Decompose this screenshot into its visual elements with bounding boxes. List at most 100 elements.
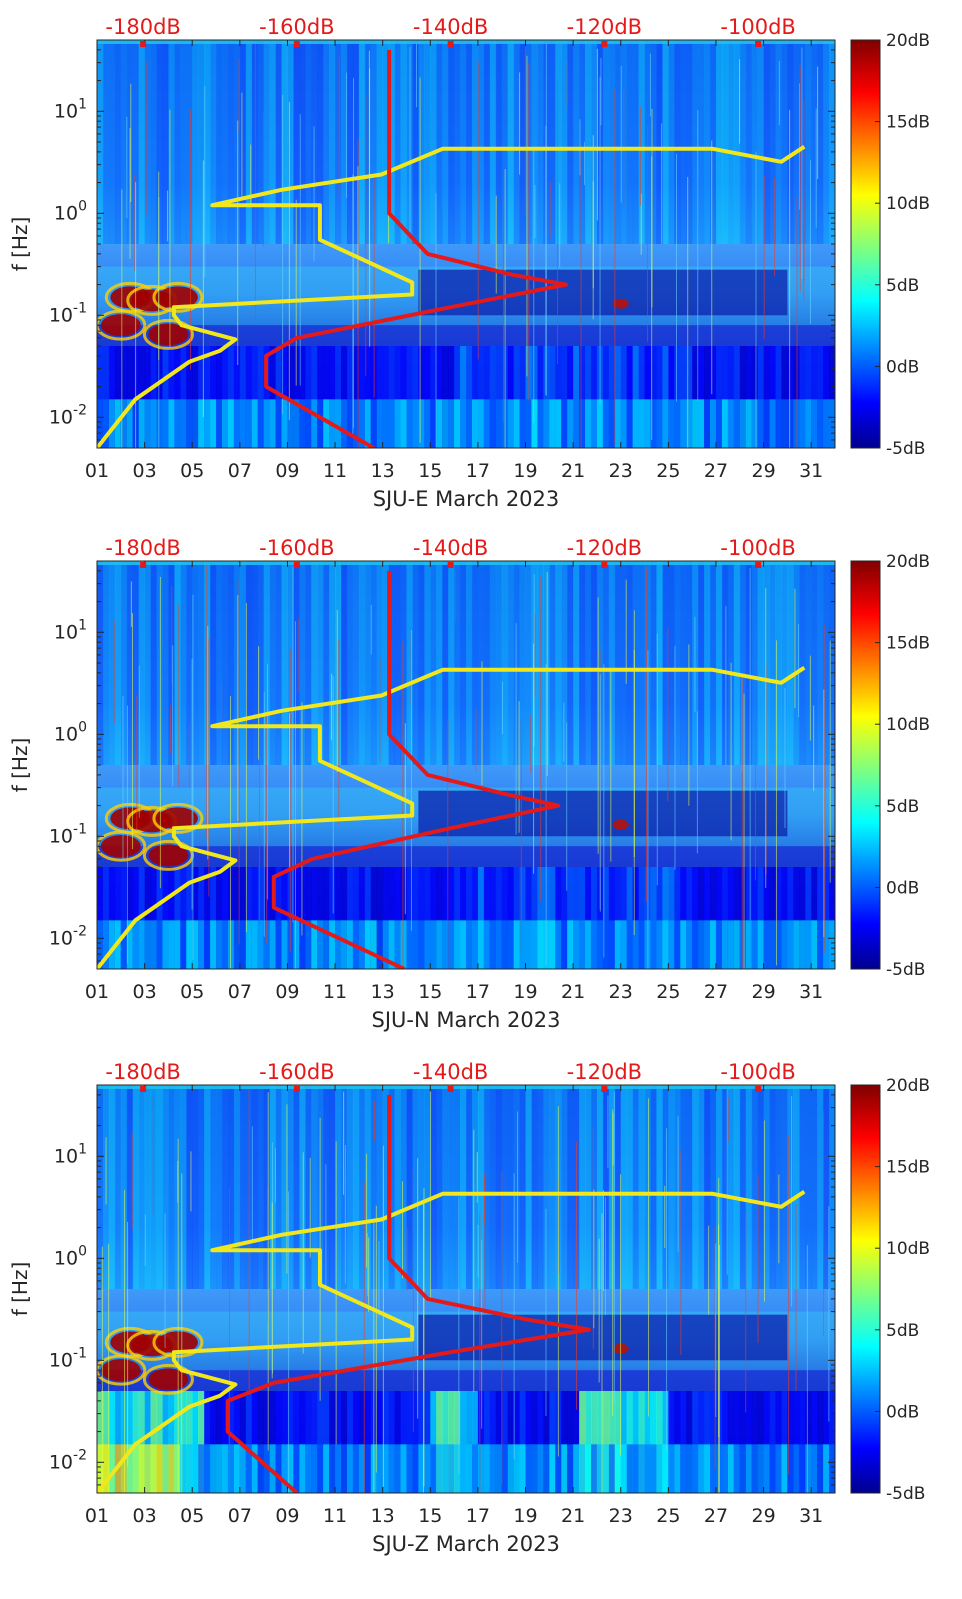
x-tick-label: 07	[228, 460, 252, 482]
top-axis-tick-mark	[755, 41, 762, 47]
top-axis-tick-label: -180dB	[105, 15, 180, 39]
noise-model-line	[97, 1190, 806, 1493]
y-tick-label: 100	[54, 198, 87, 224]
x-tick-label: 25	[656, 981, 680, 1003]
x-tick-label: 05	[180, 981, 204, 1003]
hotspot	[612, 298, 629, 309]
top-axis-tick-label: -120dB	[567, 15, 642, 39]
x-tick-label: 03	[133, 460, 157, 482]
y-tick-label: 10-2	[49, 402, 87, 428]
colorbar-tick-label: 5dB	[886, 1321, 919, 1341]
median-psd-line	[264, 49, 568, 448]
colorbar	[850, 560, 881, 970]
spectrogram-image	[97, 40, 835, 448]
panel-sju-n: 01 03 05 07 09 11 13 15 17 19 21 23 25 27 29 31 SJU-N Ma…	[8, 536, 930, 1032]
y-axis-label: f [Hz]	[8, 738, 32, 793]
colorbar-tick-label: 20dB	[886, 31, 930, 51]
x-tick-label: 05	[180, 1505, 204, 1527]
x-tick-label: 21	[561, 460, 585, 482]
colorbar-tick-label: -5dB	[886, 960, 925, 980]
hotspot	[612, 819, 629, 830]
x-tick-label: 17	[466, 460, 490, 482]
top-axis-tick-mark	[293, 41, 300, 47]
top-axis-tick-label: -140dB	[413, 15, 488, 39]
colorbar-tick-label: 10dB	[886, 1239, 930, 1259]
top-axis-tick-mark	[755, 1086, 762, 1092]
x-axis-label: SJU-N March 2023	[372, 1008, 561, 1032]
top-axis-tick-label: -140dB	[413, 536, 488, 560]
hotspot	[157, 807, 198, 830]
x-tick-label: 01	[85, 460, 109, 482]
x-tick-label: 11	[323, 1505, 347, 1527]
x-tick-label: 03	[133, 981, 157, 1003]
top-axis-tick-label: -100dB	[720, 15, 795, 39]
colorbar-tick-label: 0dB	[886, 1402, 919, 1422]
y-tick-label: 10-2	[49, 923, 87, 949]
x-tick-label: 23	[609, 981, 633, 1003]
y-tick-label: 10-1	[49, 300, 87, 326]
hotspot	[100, 1359, 141, 1382]
top-axis-tick-mark	[293, 562, 300, 568]
x-tick-label: 29	[751, 981, 775, 1003]
spectrogram-image	[97, 561, 835, 969]
colorbar	[850, 39, 881, 449]
top-axis-tick-label: -160dB	[259, 536, 334, 560]
x-tick-label: 31	[799, 460, 823, 482]
x-tick-label: 15	[418, 1505, 442, 1527]
x-tick-label: 27	[704, 1505, 728, 1527]
colorbar-tick-label: 5dB	[886, 797, 919, 817]
colorbar-tick-label: 0dB	[886, 878, 919, 898]
colorbar-tick-label: 10dB	[886, 194, 930, 214]
x-tick-label: 09	[275, 981, 299, 1003]
hotspot	[157, 286, 198, 309]
top-axis-tick-label: -180dB	[105, 536, 180, 560]
top-axis-tick-label: -140dB	[413, 1060, 488, 1084]
y-tick-label: 100	[54, 719, 87, 745]
noise-model-line	[97, 145, 806, 448]
x-tick-label: 27	[704, 981, 728, 1003]
x-tick-label: 13	[371, 981, 395, 1003]
colorbar-tick-label: 0dB	[886, 357, 919, 377]
x-tick-label: 29	[751, 460, 775, 482]
top-axis-tick-mark	[293, 1086, 300, 1092]
spectrogram-image	[97, 1085, 835, 1493]
colorbar-tick-label: -5dB	[886, 1484, 925, 1504]
x-tick-label: 19	[513, 1505, 537, 1527]
top-axis-tick-mark	[601, 562, 608, 568]
top-axis-tick-mark	[140, 1086, 147, 1092]
colorbar-tick-label: -5dB	[886, 439, 925, 459]
x-tick-label: 01	[85, 1505, 109, 1527]
colorbar-tick-label: 10dB	[886, 715, 930, 735]
top-axis-tick-label: -100dB	[720, 1060, 795, 1084]
y-tick-label: 10-2	[49, 1447, 87, 1473]
hotspot	[100, 835, 141, 858]
x-tick-label: 23	[609, 1505, 633, 1527]
y-tick-label: 100	[54, 1243, 87, 1269]
x-tick-label: 17	[466, 981, 490, 1003]
x-tick-label: 07	[228, 981, 252, 1003]
x-tick-label: 11	[323, 981, 347, 1003]
colorbar-tick-label: 15dB	[886, 1158, 930, 1178]
top-axis-tick-mark	[140, 562, 147, 568]
top-axis-tick-label: -120dB	[567, 536, 642, 560]
top-axis-tick-mark	[601, 1086, 608, 1092]
colorbar-tick-label: 20dB	[886, 552, 930, 572]
x-axis-label: SJU-E March 2023	[373, 487, 560, 511]
hotspot	[148, 844, 189, 867]
y-axis-label: f [Hz]	[8, 1262, 32, 1317]
colorbar-tick-label: 5dB	[886, 276, 919, 296]
top-axis-tick-mark	[755, 562, 762, 568]
y-tick-label: 10-1	[49, 821, 87, 847]
x-tick-label: 09	[275, 1505, 299, 1527]
top-axis-tick-label: -180dB	[105, 1060, 180, 1084]
colorbar-tick-label: 20dB	[886, 1076, 930, 1096]
x-tick-label: 31	[799, 1505, 823, 1527]
x-tick-label: 21	[561, 1505, 585, 1527]
x-tick-label: 13	[371, 460, 395, 482]
x-tick-label: 03	[133, 1505, 157, 1527]
colorbar-tick-label: 15dB	[886, 113, 930, 133]
panel-sju-z: 01 03 05 07 09 11 13 15 17 19 21 23 25 27 29 31 SJU-Z Ma…	[8, 1060, 930, 1556]
top-axis-tick-label: -100dB	[720, 536, 795, 560]
y-tick-label: 101	[54, 617, 87, 643]
